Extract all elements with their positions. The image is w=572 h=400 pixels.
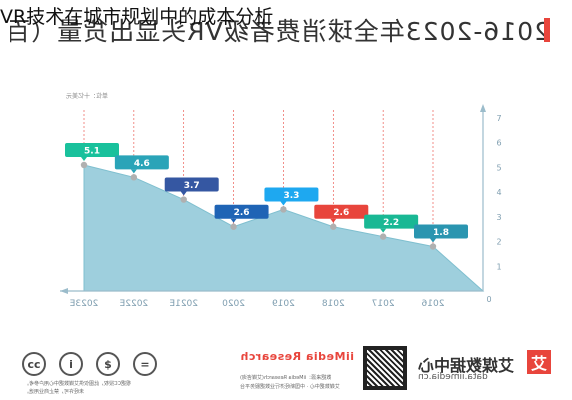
source-text-2: 艾媒数据中心 · 中国新经济行业数据服务平台 (240, 384, 340, 390)
value-label: 2.6 (214, 204, 269, 223)
value-label-pointer (330, 218, 337, 223)
data-point (280, 206, 287, 213)
value-label-pointer (230, 218, 237, 223)
cc-text-1: 根据CC授权，此图仅供艾媒数据中心用户参考。 (24, 381, 131, 387)
markers (80, 161, 437, 250)
y-tick-label: 2 (496, 238, 501, 247)
overlay-title: VR技术在城市规划中的成本分析 (0, 6, 274, 28)
noncommercial-icon: $ (96, 352, 120, 376)
x-tick-label: 2018 (322, 299, 345, 309)
x-tick-label: 2019 (272, 299, 295, 309)
value-label-box (65, 142, 119, 157)
value-label-pointer (380, 228, 387, 233)
value-label-box (114, 155, 169, 170)
value-label-box (164, 177, 219, 192)
value-label-pointer (130, 169, 137, 174)
y-tick-label: 3 (496, 213, 501, 222)
data-point (130, 174, 138, 181)
value-label-text: 2.2 (383, 218, 399, 228)
value-label: 1.8 (414, 224, 468, 243)
x-axis-arrow-icon (60, 288, 68, 294)
value-label: 5.1 (65, 142, 119, 161)
value-label-box (414, 224, 468, 239)
x-tick-label: 2020 (222, 299, 245, 309)
value-label-box (314, 204, 369, 219)
value-label: 4.6 (114, 155, 169, 174)
noderivs-icon: = (133, 352, 157, 376)
value-label: 2.6 (314, 204, 369, 223)
cc-license-icons: cc i $ = (22, 352, 157, 376)
data-point (330, 223, 337, 230)
value-label-box (264, 187, 319, 202)
value-label-pointer (180, 191, 187, 196)
y-tick-label: 7 (496, 114, 501, 123)
value-label-text: 1.8 (433, 228, 449, 238)
zh-url: data.iimedia.cn (418, 372, 488, 382)
value-label-box (364, 214, 419, 229)
attribution-icon: i (59, 352, 83, 376)
data-point (379, 233, 387, 240)
data-point (80, 161, 88, 169)
value-label: 2.2 (364, 214, 419, 233)
cc-text-2: 未经许可，禁止商业用途。 (24, 389, 85, 395)
value-label-text: 5.1 (84, 146, 100, 156)
value-label-text: 3.7 (184, 181, 200, 191)
value-label-text: 2.6 (333, 208, 349, 218)
value-label-box (214, 204, 269, 219)
data-point (429, 243, 437, 250)
x-tick-label: 2017 (372, 299, 395, 309)
source-text-1: 数据来源：iiMedia Research(艾媒咨询) (240, 375, 332, 381)
y-axis-arrow-icon (480, 104, 486, 112)
value-label-pointer (280, 201, 287, 206)
x-tick-label: 2016 (421, 299, 444, 309)
value-label-text: 3.3 (283, 191, 299, 201)
value-label-pointer (81, 156, 87, 161)
qr-code (363, 346, 407, 390)
data-point (230, 223, 237, 230)
x-tick-label: 2022E (119, 299, 148, 309)
y-tick-label: 1 (496, 262, 501, 271)
data-point (180, 196, 187, 203)
y-tick-label: 4 (496, 188, 501, 197)
area-chart: 5.1 4.6 3.7 2.6 3.3 2.6 2.2 1.8 0 1 2 3 4 5 6 7 2023E 20… (60, 92, 502, 309)
cc-icon: cc (22, 352, 46, 376)
footer: cc i $ = 根据CC授权，此图仅供艾媒数据中心用户参考。 未经许可，禁止商… (0, 340, 572, 400)
value-labels: 5.1 4.6 3.7 2.6 3.3 2.6 2.2 1.8 (65, 142, 468, 243)
value-label-pointer (430, 238, 436, 243)
value-label: 3.3 (264, 187, 319, 206)
value-label-text: 2.6 (234, 208, 250, 218)
brand-en: iiMedia Research (240, 350, 354, 363)
unit-label: 单位：十亿美元 (66, 92, 108, 100)
axes: 0 1 2 3 4 5 6 7 2023E 2022E 2021E 2020 2019 2018 2017 2… (60, 104, 502, 309)
y-tick-label: 0 (486, 295, 491, 304)
brand-logo-icon: 艾 (527, 350, 551, 374)
y-tick-label: 6 (496, 139, 501, 148)
title-accent-bar (544, 18, 550, 42)
y-tick-label: 5 (496, 163, 501, 172)
value-label: 3.7 (164, 177, 219, 196)
x-tick-label: 2023E (69, 299, 98, 309)
value-label-text: 4.6 (134, 159, 150, 169)
x-tick-label: 2021E (169, 299, 198, 309)
